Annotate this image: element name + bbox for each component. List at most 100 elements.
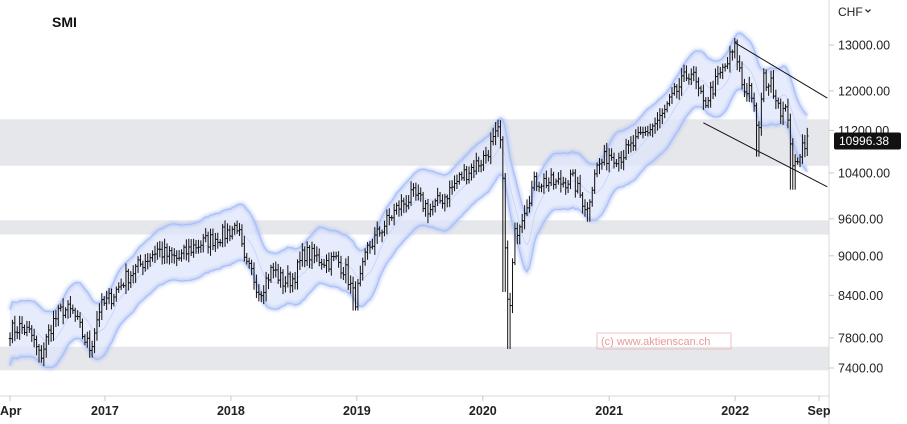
ohlc-bar — [745, 83, 749, 102]
ohlc-bar — [25, 320, 29, 337]
ohlc-bar — [426, 198, 430, 224]
ohlc-bar — [682, 64, 686, 83]
ohlc-bar — [441, 194, 444, 209]
ohlc-bar — [479, 159, 483, 173]
ohlc-bar — [702, 84, 705, 110]
ohlc-bar — [218, 239, 222, 247]
ohlc-bar — [528, 195, 531, 213]
chevron-down-icon[interactable] — [865, 9, 871, 13]
ohlc-bar — [66, 300, 70, 319]
y-axis: 13000.0012000.0011200.0010400.009600.009… — [829, 39, 890, 376]
ohlc-bar — [571, 169, 575, 177]
ohlc-bar — [583, 199, 587, 217]
ohlc-bar — [632, 135, 635, 151]
ohlc-bar — [716, 65, 720, 85]
ohlc-bar — [194, 239, 198, 254]
ohlc-bar — [593, 169, 596, 194]
ohlc-bar — [255, 274, 258, 299]
ohlc-bar — [482, 150, 485, 172]
ohlc-bar — [465, 165, 468, 185]
ohlc-bar — [380, 229, 384, 243]
currency-label[interactable]: CHF — [838, 5, 863, 19]
currency-selector[interactable]: CHF — [838, 5, 871, 19]
ohlc-bar — [525, 199, 529, 216]
ohlc-bar — [709, 81, 712, 108]
ohlc-bar — [670, 87, 674, 104]
channel-line-lower — [703, 122, 828, 188]
ohlc-bar — [117, 282, 121, 293]
x-tick-label: 2019 — [343, 404, 371, 418]
ohlc-bar — [755, 102, 758, 157]
ohlc-bar — [511, 258, 514, 314]
x-tick-label: 2020 — [469, 404, 497, 418]
last-price-label: 10996.38 — [839, 134, 889, 148]
ohlc-bar — [110, 288, 113, 310]
ohlc-bar — [332, 251, 336, 262]
ohlc-bar — [216, 232, 220, 249]
ohlc-bar — [769, 70, 773, 93]
ohlc-bar — [37, 344, 41, 363]
ohlc-bar — [81, 318, 84, 340]
ohlc-bar — [226, 223, 229, 244]
ohlc-bar — [223, 220, 227, 247]
ohlc-bar — [740, 61, 744, 90]
ohlc-bar — [175, 250, 179, 267]
ohlc-bar — [760, 92, 763, 136]
envelope-upper-line — [9, 32, 808, 313]
ohlc-bar — [733, 37, 737, 59]
ohlc-bar — [189, 239, 193, 257]
ohlc-bar — [267, 273, 270, 290]
ohlc-bar — [354, 281, 357, 311]
ohlc-bar — [607, 148, 611, 173]
ohlc-bar — [796, 157, 799, 165]
ohlc-bar — [40, 345, 43, 363]
ohlc-bar — [136, 256, 140, 274]
ohlc-bar — [235, 220, 239, 234]
ohlc-bar — [240, 224, 244, 247]
ohlc-bar — [298, 251, 302, 271]
ohlc-bar — [520, 213, 524, 233]
ohlc-bar — [245, 252, 249, 265]
ohlc-bar — [663, 104, 667, 119]
ohlc-bar — [793, 154, 797, 190]
ohlc-bar — [303, 246, 307, 268]
ohlc-bar — [545, 170, 548, 189]
ohlc-bar — [131, 265, 135, 284]
last-price-box — [834, 132, 901, 150]
ohlc-bar — [421, 191, 425, 213]
ohlc-bar — [624, 138, 628, 161]
ohlc-bar — [388, 208, 391, 226]
ohlc-bar — [119, 278, 123, 291]
ohlc-bar — [32, 328, 36, 348]
ohlc-bar — [501, 136, 505, 292]
ohlc-bar — [789, 113, 792, 190]
ohlc-bar — [677, 78, 681, 100]
ohlc-bar — [230, 226, 234, 240]
ohlc-bar — [105, 290, 108, 310]
ohlc-bar — [392, 203, 396, 226]
ohlc-bar — [395, 202, 398, 215]
ohlc-bar — [327, 252, 331, 273]
ohlc-bar — [588, 199, 592, 222]
ohlc-bar — [250, 259, 253, 276]
ohlc-bar — [156, 242, 159, 260]
ohlc-bar — [484, 146, 488, 164]
ohlc-bar — [438, 191, 442, 204]
ohlc-bar — [595, 162, 599, 178]
ohlc-bar — [259, 291, 263, 303]
ohlc-bar — [665, 101, 669, 113]
ohlc-bar — [204, 228, 207, 243]
zone-2 — [0, 346, 829, 371]
ohlc-bar — [470, 163, 473, 181]
ohlc-bar — [443, 193, 447, 212]
ohlc-bar — [356, 279, 360, 311]
ohlc-bar — [211, 228, 215, 251]
ohlc-bar — [697, 77, 700, 97]
ohlc-bar — [639, 126, 642, 136]
ohlc-bar — [182, 244, 186, 260]
ohlc-bar — [76, 310, 79, 320]
ohlc-bar — [574, 169, 577, 198]
ohlc-bar — [95, 310, 99, 341]
ohlc-bar — [320, 258, 323, 270]
ohlc-bar — [199, 240, 203, 253]
